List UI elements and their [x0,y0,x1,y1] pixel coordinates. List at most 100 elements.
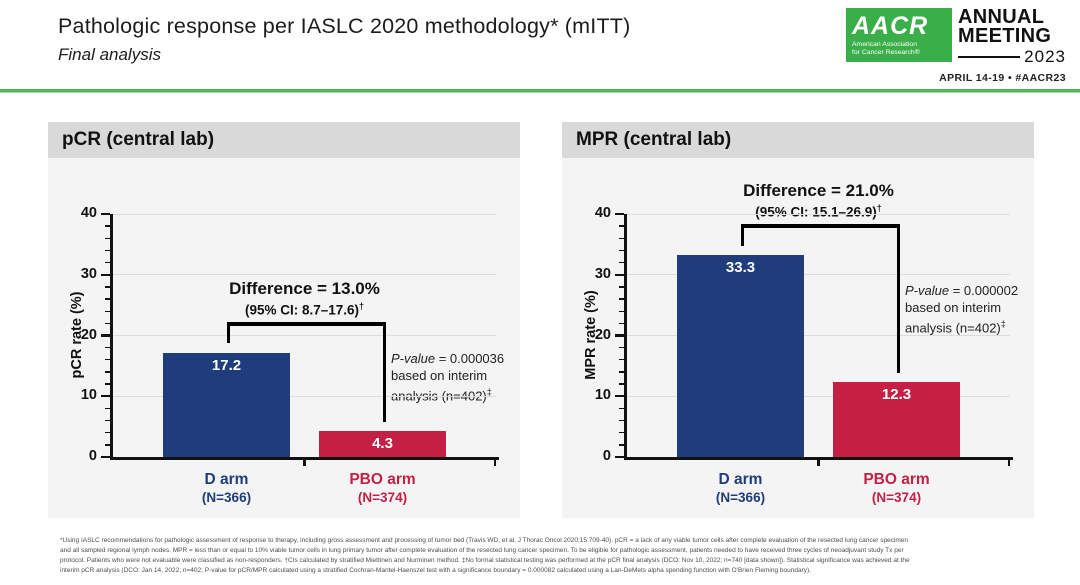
page-subtitle: Final analysis [58,45,161,64]
y-tick-label: 0 [88,448,97,464]
y-minor-tick [619,322,624,325]
y-minor-tick [619,310,624,312]
bracket-vertical [740,224,744,246]
gridline [113,395,496,397]
confidence-interval: (95% CI: 8.7–17.6)† [175,301,435,318]
gridline [113,213,496,215]
y-major-tick [101,395,110,398]
panel-pcr: pCR (central lab) pCR rate (%) Differenc… [48,122,520,518]
bar-value-label: 4.3 [372,434,393,452]
x-axis-line [624,457,1013,460]
meeting-year: 2023 [1024,47,1066,66]
pvalue-line3-text: analysis (n=402) [905,320,1001,336]
y-minor-tick [105,407,110,410]
y-minor-tick [619,249,624,252]
gridline [627,213,1010,215]
pvalue-word: P-value [391,351,436,367]
panel-mpr: MPR (central lab) MPR rate (%) Differenc… [562,122,1034,518]
ci-dagger: † [359,300,365,311]
pvalue-annotation: P-value = 0.000002 based on interim anal… [905,282,1080,336]
y-minor-tick [619,286,624,288]
y-major-tick [615,273,624,276]
y-major-tick [615,212,624,216]
footnote-line: *Using IASLC recommendations for patholo… [60,537,909,544]
y-major-tick [615,455,624,459]
y-tick-label: 10 [80,387,97,404]
y-minor-tick [105,310,110,312]
y-minor-tick [619,371,624,373]
y-minor-tick [619,298,624,300]
difference-value: Difference = 13.0% [229,278,380,298]
gridline [627,274,1010,276]
y-minor-tick [105,249,110,252]
pvalue-line1: P-value = 0.000036 [391,350,581,367]
y-axis-line [110,214,113,460]
aacr-logo-row: AACR American Association for Cancer Res… [836,6,1066,67]
category-pbo-arm: PBO arm (N=374) [812,471,982,505]
gridline [113,335,496,336]
pvalue-line1: P-value = 0.000002 [905,282,1080,299]
y-minor-tick [619,261,624,264]
meeting-word-annual: ANNUAL [958,6,1045,28]
y-minor-tick [619,419,624,422]
y-minor-tick [619,225,624,227]
aacr-org-line1: American Association [852,41,917,49]
meeting-year-row: 2023 [958,47,1066,67]
gridline [113,274,496,276]
category-d-arm: D arm (N=366) [142,471,312,505]
bracket-horizontal [740,224,900,228]
footnote-line: and all sampled regional lymph nodes. MP… [60,547,904,554]
y-tick-label: 0 [602,448,611,464]
slide-header: Pathologic response per IASLC 2020 metho… [58,14,630,65]
gridline [627,395,1010,397]
category-d-arm: D arm (N=366) [656,471,826,505]
y-tick-label: 10 [594,387,611,404]
page-title: Pathologic response per IASLC 2020 metho… [58,14,631,38]
aacr-acronym: AACR [852,12,929,41]
pvalue-number: = 0.000036 [435,351,505,367]
x-axis-line [110,457,499,460]
x-tick [493,460,496,466]
y-tick-label: 20 [80,326,97,343]
y-minor-tick [105,298,110,300]
y-minor-tick [619,359,624,361]
chart-title-mpr: MPR (central lab) [562,122,1034,158]
pvalue-double-dagger: ‡ [1000,319,1006,330]
aacr-org-name: American Association for Cancer Research… [852,41,946,56]
pvalue-line2: based on interim [391,368,488,384]
difference-annotation: Difference = 21.0% (95% CI: 15.1–26.9)† [689,181,949,220]
x-tick [303,460,306,466]
y-minor-tick [619,432,624,434]
category-name: D arm [718,471,763,488]
pvalue-line3: analysis (n=402)‡ [905,316,1080,336]
y-axis-line [624,214,627,460]
difference-value: Difference = 21.0% [743,180,894,200]
y-major-tick [101,334,110,337]
x-tick [817,460,820,466]
bar-d-arm: 33.3 [677,254,804,457]
bar-pbo-arm: 12.3 [833,382,960,457]
y-minor-tick [105,432,110,434]
y-minor-tick [105,225,110,227]
category-n: (N=374) [357,490,408,505]
y-tick-label: 30 [80,265,97,282]
category-name: D arm [204,471,249,488]
bar-value-label: 33.3 [725,258,756,276]
gridline [627,335,1010,336]
ci-text: (95% CI: 8.7–17.6) [244,302,360,318]
year-divider-line [958,56,1021,58]
y-tick-label: 30 [594,265,611,282]
y-major-tick [101,273,110,276]
bracket-vertical [226,322,230,344]
y-minor-tick [619,407,624,410]
bracket-vertical [896,224,900,374]
bar-d-arm: 17.2 [163,352,290,457]
category-n: (N=374) [871,490,922,505]
chart-title-pcr: pCR (central lab) [48,122,520,158]
aacr-logo-mark: AACR American Association for Cancer Res… [846,8,952,62]
category-pbo-arm: PBO arm (N=374) [298,471,468,505]
y-tick-label: 40 [594,205,611,221]
ci-dagger: † [876,202,882,213]
y-major-tick [101,212,110,216]
